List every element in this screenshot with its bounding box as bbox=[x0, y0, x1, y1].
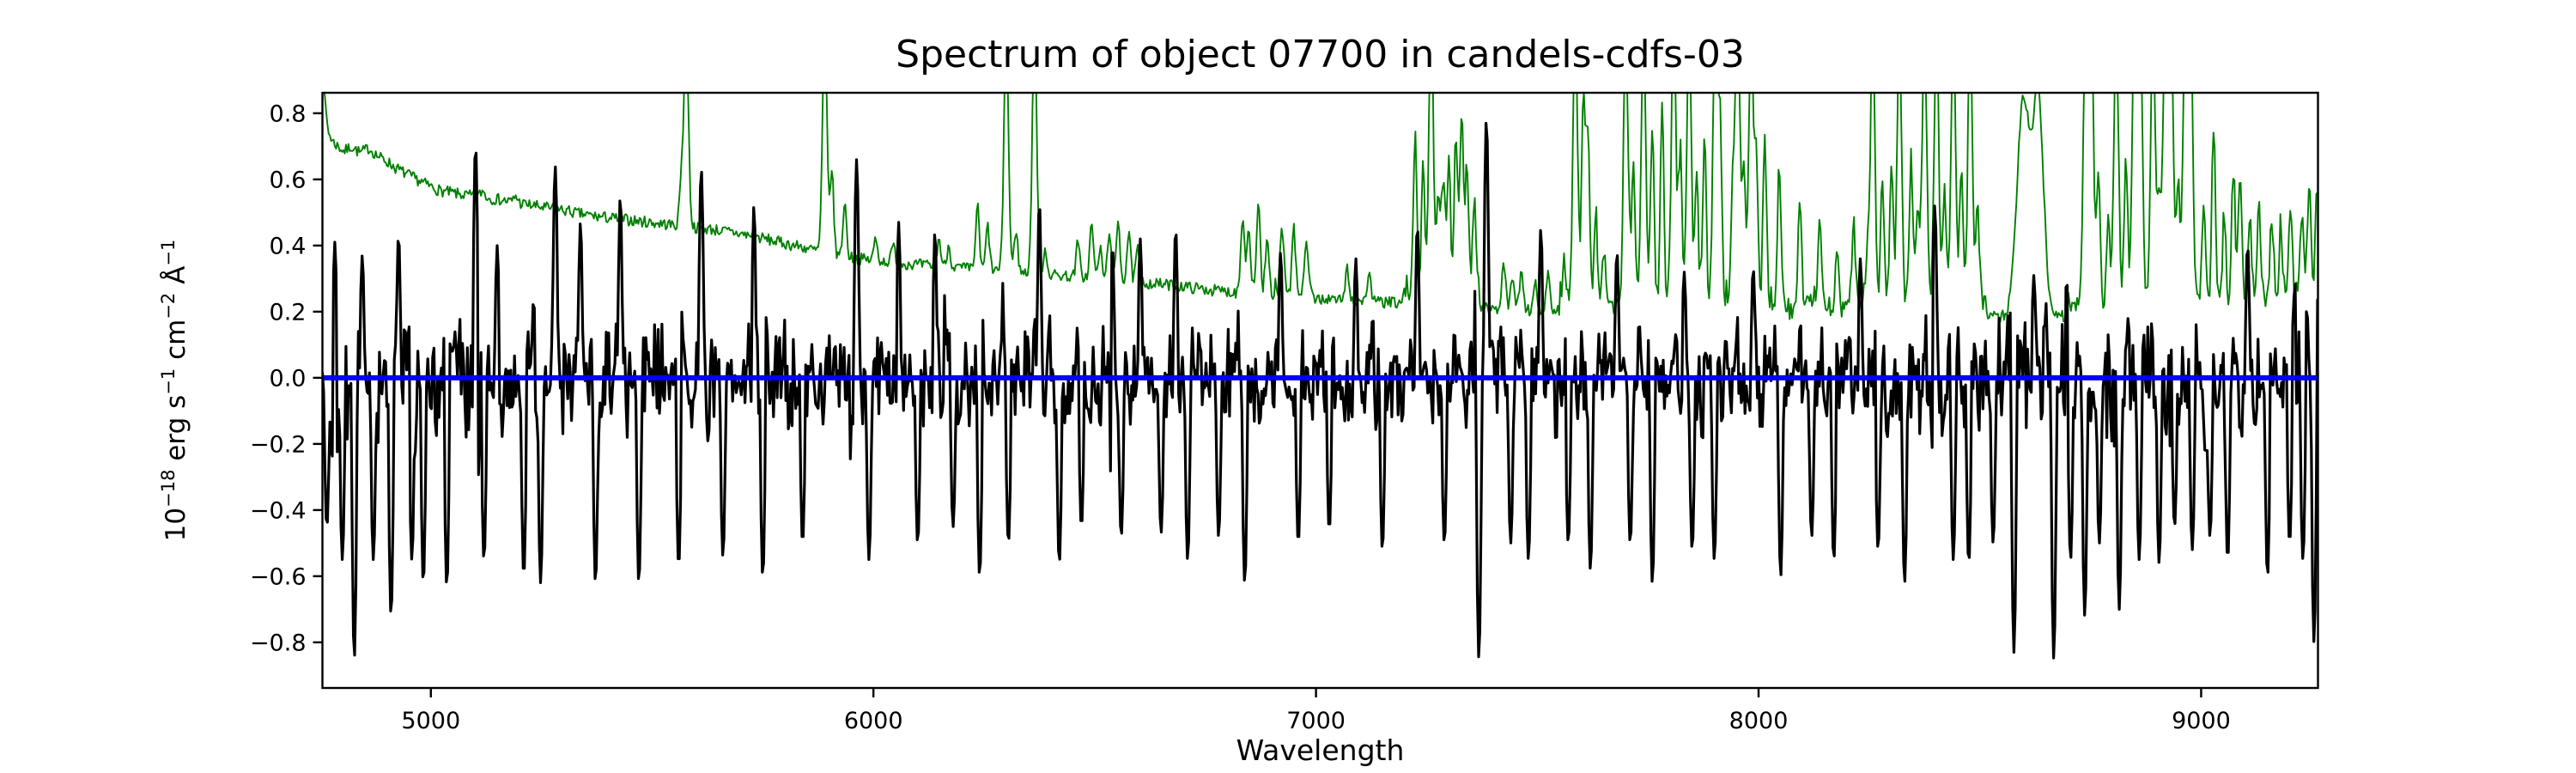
y-tick-label: −0.2 bbox=[250, 431, 307, 458]
y-tick-label: 0.2 bbox=[270, 299, 307, 326]
axes-frame bbox=[321, 91, 2319, 690]
x-tick-label: 8000 bbox=[1729, 708, 1789, 734]
y-tick-label: −0.4 bbox=[250, 497, 307, 524]
x-tick-label: 7000 bbox=[1286, 708, 1346, 734]
x-tick-label: 5000 bbox=[401, 708, 460, 734]
x-axis-ticks: 5000 6000 7000 8000 9000 bbox=[401, 688, 2231, 734]
y-axis-label: 10−18 erg s−1 cm−2 Å−1 bbox=[158, 240, 191, 542]
y-tick-label: −0.6 bbox=[250, 563, 307, 590]
series-group bbox=[322, 93, 2318, 660]
y-tick-label: 0.6 bbox=[270, 167, 307, 193]
y-tick-label: 0.8 bbox=[270, 100, 307, 127]
plot-area bbox=[322, 93, 2318, 688]
object-flux-line bbox=[322, 121, 2318, 660]
x-tick-label: 6000 bbox=[844, 708, 903, 734]
sky-noise-line bbox=[323, 93, 2318, 323]
x-axis-label: Wavelength bbox=[1236, 733, 1405, 767]
y-axis-ticks: 0.8 0.6 0.4 0.2 0.0 −0.2 −0.4 −0.6 −0.8 bbox=[250, 100, 323, 656]
x-tick-label: 9000 bbox=[2172, 708, 2231, 734]
y-tick-label: 0.0 bbox=[270, 365, 307, 392]
y-tick-label: −0.8 bbox=[250, 630, 307, 656]
y-tick-label: 0.4 bbox=[270, 233, 307, 259]
chart-title: Spectrum of object 07700 in candels-cdfs… bbox=[896, 33, 1745, 76]
